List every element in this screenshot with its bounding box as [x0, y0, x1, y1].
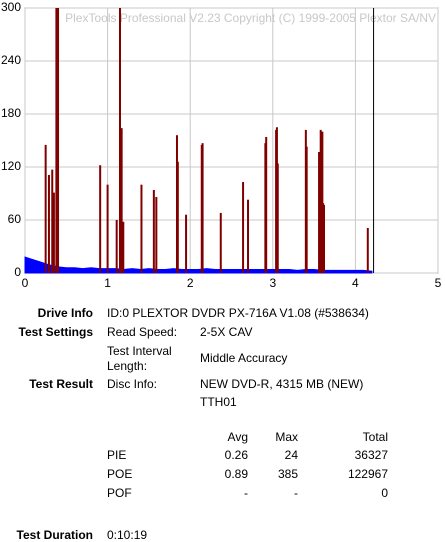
y-tick-label: 180 — [1, 106, 21, 120]
disc-info-label: Disc Info: — [107, 377, 158, 391]
poe-spike — [155, 197, 158, 273]
table-cell: 0 — [381, 486, 388, 500]
table-cell: 36327 — [354, 448, 388, 462]
test-settings-label: Test Settings — [18, 325, 93, 339]
poe-spike — [201, 143, 204, 273]
poe-spike — [323, 204, 326, 273]
table-cell: 0.26 — [224, 448, 248, 462]
y-tick-label: 300 — [1, 0, 21, 14]
table-header: Max — [275, 430, 298, 444]
drive-info-value: ID:0 PLEXTOR DVDR PX-716A V1.08 (#538634… — [107, 306, 369, 320]
poe-spike — [140, 184, 143, 273]
poe-spike — [242, 182, 245, 273]
drive-info-label: Drive Info — [37, 306, 93, 320]
poe-spike — [318, 151, 321, 273]
poe-spike — [99, 165, 102, 273]
disc-info-value: TTH01 — [200, 395, 237, 409]
poe-spike — [247, 199, 250, 273]
table-cell: 122967 — [347, 467, 388, 481]
setting-name: Test Interval — [107, 344, 172, 358]
table-cell: 24 — [284, 448, 298, 462]
poe-spike — [122, 221, 125, 273]
x-tick-label: 2 — [187, 276, 194, 290]
y-tick-label: 60 — [8, 212, 22, 226]
poe-spike — [55, 8, 58, 273]
table-cell: 0.89 — [224, 467, 248, 481]
x-tick-label: 5 — [435, 276, 442, 290]
row-label: PIE — [107, 448, 127, 462]
table-header: Total — [362, 430, 388, 444]
table-cell: - — [244, 486, 248, 500]
test-duration-label: Test Duration — [16, 528, 93, 542]
test-result-label: Test Result — [29, 377, 93, 391]
poe-spike — [152, 189, 155, 273]
table-header: Avg — [227, 430, 248, 444]
plot-area — [24, 7, 439, 274]
poe-spike — [185, 214, 188, 273]
poe-spike — [106, 184, 109, 273]
poe-spike — [219, 212, 222, 273]
poe-spike — [118, 8, 121, 273]
y-tick-label: 120 — [1, 159, 21, 173]
poe-spike — [47, 174, 50, 273]
watermark: PlexTools Professional V2.23 Copyright (… — [65, 11, 436, 25]
poe-spike — [265, 136, 268, 273]
table-cell: 385 — [277, 467, 298, 481]
poe-spike — [366, 227, 369, 273]
poe-spike — [52, 192, 55, 273]
poe-spike — [276, 163, 279, 273]
poe-spike — [51, 169, 54, 273]
row-label: POE — [107, 467, 133, 481]
disc-info-value: NEW DVD-R, 4315 MB (NEW) — [200, 377, 364, 391]
poe-spike — [44, 144, 47, 273]
x-tick-label: 3 — [269, 276, 276, 290]
x-tick-label: 1 — [104, 276, 111, 290]
poe-spike — [321, 131, 324, 273]
x-tick-label: 0 — [22, 276, 29, 290]
poe-spike — [57, 8, 60, 273]
setting-name: Read Speed: — [107, 325, 178, 339]
setting-value: 2-5X CAV — [200, 325, 253, 339]
setting-value: Middle Accuracy — [200, 351, 288, 365]
chart: PlexTools Professional V2.23 Copyright (… — [1, 0, 442, 290]
test-duration-value: 0:10:19 — [107, 528, 148, 542]
y-tick-label: 240 — [1, 53, 21, 67]
x-tick-label: 4 — [352, 276, 359, 290]
poe-spike — [176, 161, 179, 273]
table-cell: - — [294, 486, 298, 500]
poe-spike — [305, 146, 308, 273]
poe-spike — [319, 129, 322, 273]
row-label: POF — [107, 486, 132, 500]
poe-spike — [115, 220, 118, 273]
poe-spike — [120, 128, 123, 273]
y-tick-label: 0 — [14, 265, 21, 279]
setting-name: Length: — [107, 359, 148, 373]
